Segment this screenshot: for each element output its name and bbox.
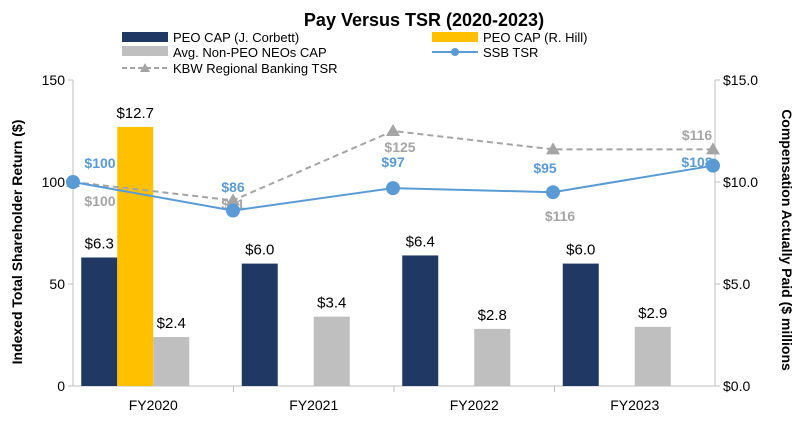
legend-label-peo-hill: PEO CAP (R. Hill)	[483, 30, 588, 45]
bar-peo-corbett-fy2021	[241, 263, 278, 386]
legend-marker-ssb	[451, 48, 459, 56]
ssb-tsr-label-3: $95	[533, 160, 557, 176]
ssb-tsr-label-2: $97	[381, 154, 405, 170]
bar-peo-corbett-fy2022	[402, 255, 439, 386]
legend-marker-kbw	[140, 63, 150, 72]
ssb-tsr-marker-1	[226, 203, 240, 218]
kbw-tsr-marker-4	[706, 142, 720, 155]
bar-non-peo-fy2021	[313, 316, 350, 386]
legend-swatch-non-peo	[122, 46, 168, 56]
kbw-tsr-marker-2	[386, 124, 400, 136]
x-tick-label-fy2021: FY2021	[289, 397, 338, 413]
right-tick-label-1: $5.0	[723, 276, 750, 292]
ssb-tsr-label-1: $86	[221, 179, 245, 195]
kbw-tsr-label-0: $100	[84, 193, 115, 209]
legend-label-peo-corbett: PEO CAP (J. Corbett)	[173, 30, 299, 45]
bar-label-peo-corbett-fy2022: $6.4	[406, 233, 435, 250]
bar-label-peo-corbett-fy2023: $6.0	[566, 242, 595, 259]
bar-label-peo-corbett-fy2020: $6.3	[85, 235, 114, 252]
legend-label-ssb: SSB TSR	[483, 45, 538, 60]
kbw-tsr-marker-3	[546, 142, 560, 155]
bar-label-peo-hill-fy2020: $12.7	[116, 105, 154, 122]
kbw-tsr-marker-1	[226, 193, 240, 206]
kbw-tsr-label-4: $116	[682, 127, 713, 143]
right-tick-label-0: $0.0	[723, 378, 750, 394]
ssb-tsr-marker-2	[386, 181, 400, 196]
chart-title: Pay Versus TSR (2020-2023)	[304, 10, 544, 30]
bar-non-peo-fy2020	[153, 337, 190, 386]
legend-label-kbw: KBW Regional Banking TSR	[173, 61, 338, 76]
kbw-tsr-label-2: $125	[384, 139, 415, 155]
kbw-tsr-label-3: $116	[545, 208, 576, 224]
bar-label-peo-corbett-fy2021: $6.0	[245, 242, 274, 259]
x-tick-label-fy2022: FY2022	[450, 397, 499, 413]
left-tick-label-3: 150	[42, 72, 66, 88]
left-tick-label-0: 0	[57, 378, 65, 394]
bar-non-peo-fy2022	[474, 328, 511, 386]
bar-label-non-peo-fy2023: $2.9	[638, 305, 667, 322]
legend: PEO CAP (J. Corbett) PEO CAP (R. Hill) A…	[122, 30, 588, 76]
ssb-tsr-label-4: $108	[681, 154, 712, 170]
bar-label-non-peo-fy2021: $3.4	[317, 295, 346, 312]
bar-label-non-peo-fy2020: $2.4	[157, 315, 186, 332]
bar-peo-corbett-fy2020	[81, 257, 118, 386]
legend-swatch-peo-hill	[432, 32, 478, 42]
ssb-tsr-marker-3	[546, 185, 560, 200]
legend-swatch-peo-corbett	[122, 32, 168, 42]
bar-peo-corbett-fy2023	[562, 263, 599, 386]
right-tick-label-2: $10.0	[723, 174, 758, 190]
x-tick-label-fy2020: FY2020	[129, 397, 178, 413]
plot-area: 0 50 100 150 $0.0 $5.0 $10.0 $15.0 FY2020 FY2021 F…	[42, 72, 759, 413]
ssb-tsr-marker-4	[706, 158, 720, 173]
right-axis-title: Compensation Actually Paid ($ millions	[779, 109, 795, 371]
legend-label-non-peo: Avg. Non-PEO NEOs CAP	[173, 45, 327, 60]
ssb-tsr-label-0: $100	[84, 155, 115, 171]
bar-peo-hill-fy2020	[117, 126, 154, 387]
x-tick-label-fy2023: FY2023	[610, 397, 659, 413]
left-axis-title: Indexed Total Shareholder Return ($)	[9, 120, 25, 365]
ssb-tsr-marker-0	[66, 175, 80, 189]
bar-label-non-peo-fy2022: $2.8	[478, 307, 507, 324]
right-tick-label-3: $15.0	[723, 72, 758, 88]
left-tick-label-1: 50	[49, 276, 65, 292]
bar-non-peo-fy2023	[634, 326, 671, 386]
left-tick-label-2: 100	[42, 174, 66, 190]
